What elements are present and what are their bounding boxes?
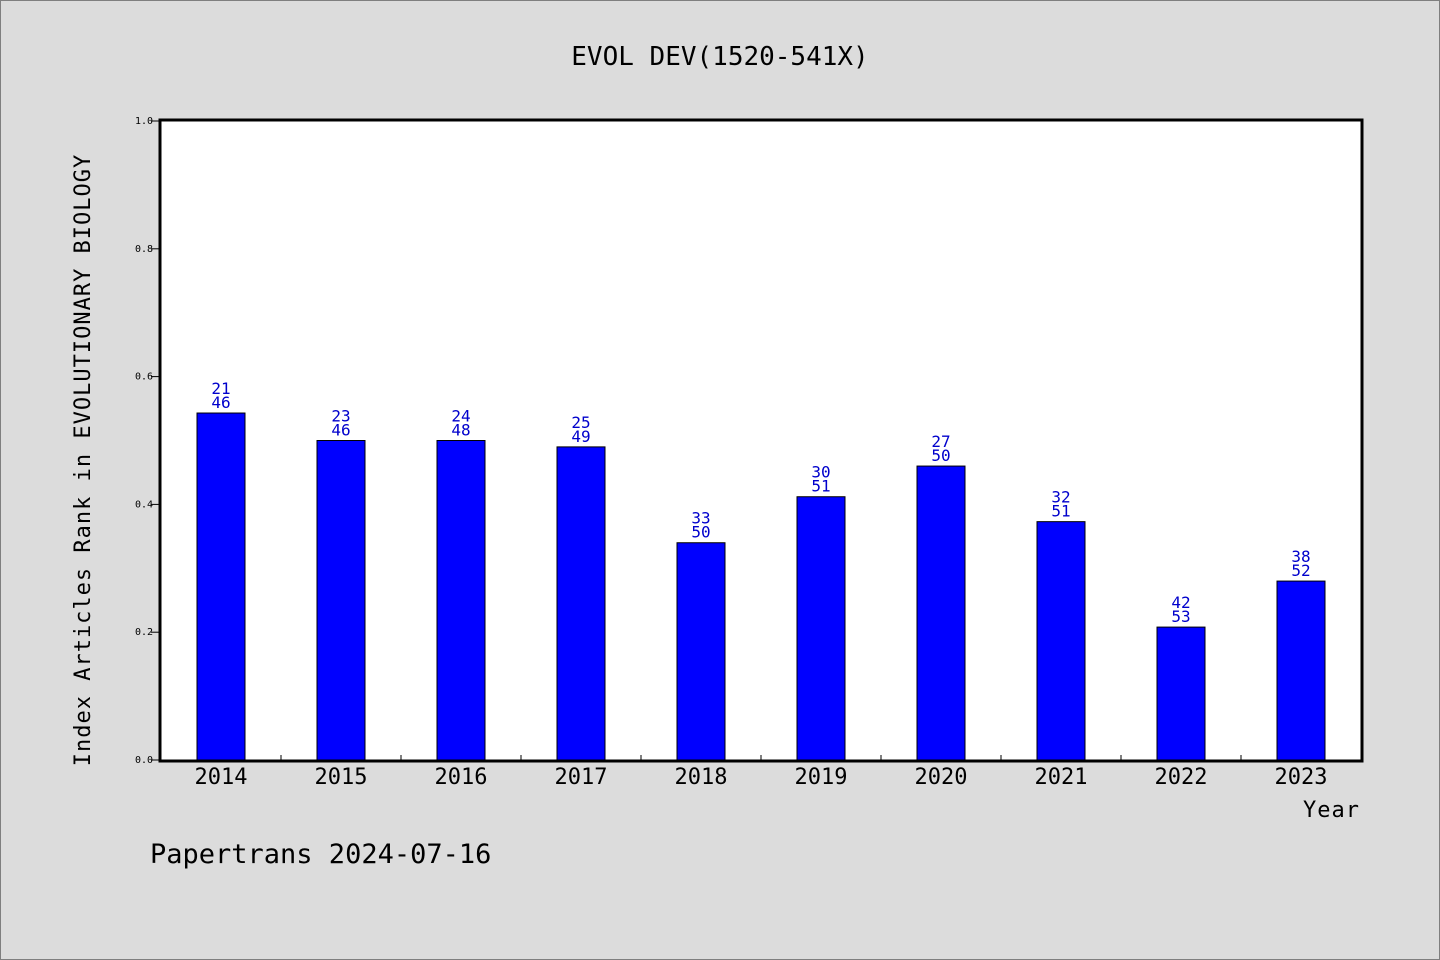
bar-label-top: 42 — [1171, 593, 1190, 612]
x-axis-label: Year — [1303, 798, 1360, 823]
bar-label-bottom: 50 — [931, 446, 950, 465]
bar-label-bottom: 52 — [1291, 561, 1310, 580]
footer-credit: Papertrans 2024-07-16 — [150, 839, 491, 870]
bar-label-top: 38 — [1291, 547, 1310, 566]
bar-2020 — [916, 465, 966, 761]
bar-label-bottom: 46 — [211, 393, 230, 412]
bar-label-bottom: 49 — [571, 427, 590, 446]
bar-label-top: 27 — [931, 432, 950, 451]
bar-label-top: 33 — [691, 509, 710, 528]
bar-2015 — [316, 440, 366, 761]
bar-label-top: 25 — [571, 413, 590, 432]
y-tick-label: 0.8 — [135, 244, 153, 255]
x-tick-label: 2016 — [435, 765, 488, 790]
x-tick-label: 2019 — [795, 765, 848, 790]
bar-label-bottom: 50 — [691, 523, 710, 542]
bar-2021 — [1036, 521, 1086, 761]
bar-2018 — [676, 542, 726, 761]
y-axis-label: Index Articles Rank in EVOLUTIONARY BIOL… — [71, 154, 96, 767]
bar-2016 — [436, 440, 486, 761]
bars-layer — [196, 412, 1326, 761]
bar-label-top: 24 — [451, 407, 470, 426]
y-tick-label: 0.0 — [135, 755, 153, 766]
x-tick-label: 2023 — [1275, 765, 1328, 790]
x-tick-label: 2017 — [555, 765, 608, 790]
bar-label-bottom: 48 — [451, 421, 470, 440]
ticks-layer — [151, 120, 1242, 761]
x-tick-label: 2020 — [915, 765, 968, 790]
y-tick-label: 1.0 — [135, 116, 153, 127]
x-tick-label: 2022 — [1155, 765, 1208, 790]
bar-2022 — [1156, 626, 1206, 761]
bar-2014 — [196, 412, 246, 761]
bar-label-top: 32 — [1051, 488, 1070, 507]
y-tick-label: 0.6 — [135, 372, 153, 383]
x-tick-label: 2015 — [315, 765, 368, 790]
bar-label-bottom: 46 — [331, 421, 350, 440]
x-tick-label: 2018 — [675, 765, 728, 790]
bar-label-top: 30 — [811, 463, 830, 482]
bar-label-top: 23 — [331, 407, 350, 426]
labels-layer: 0.00.20.40.60.81.02014462120154623201648… — [135, 116, 1328, 790]
bar-2019 — [796, 496, 846, 761]
bar-label-bottom: 51 — [1051, 502, 1070, 521]
chart-title: EVOL DEV(1520-541X) — [571, 42, 868, 72]
y-tick-label: 0.2 — [135, 627, 153, 638]
x-tick-label: 2021 — [1035, 765, 1088, 790]
x-tick-label: 2014 — [195, 765, 248, 790]
y-tick-label: 0.4 — [135, 499, 153, 510]
bar-label-bottom: 51 — [811, 477, 830, 496]
bar-label-top: 21 — [211, 379, 230, 398]
bar-2017 — [556, 446, 606, 761]
bar-2023 — [1276, 580, 1326, 761]
bar-label-bottom: 53 — [1171, 607, 1190, 626]
